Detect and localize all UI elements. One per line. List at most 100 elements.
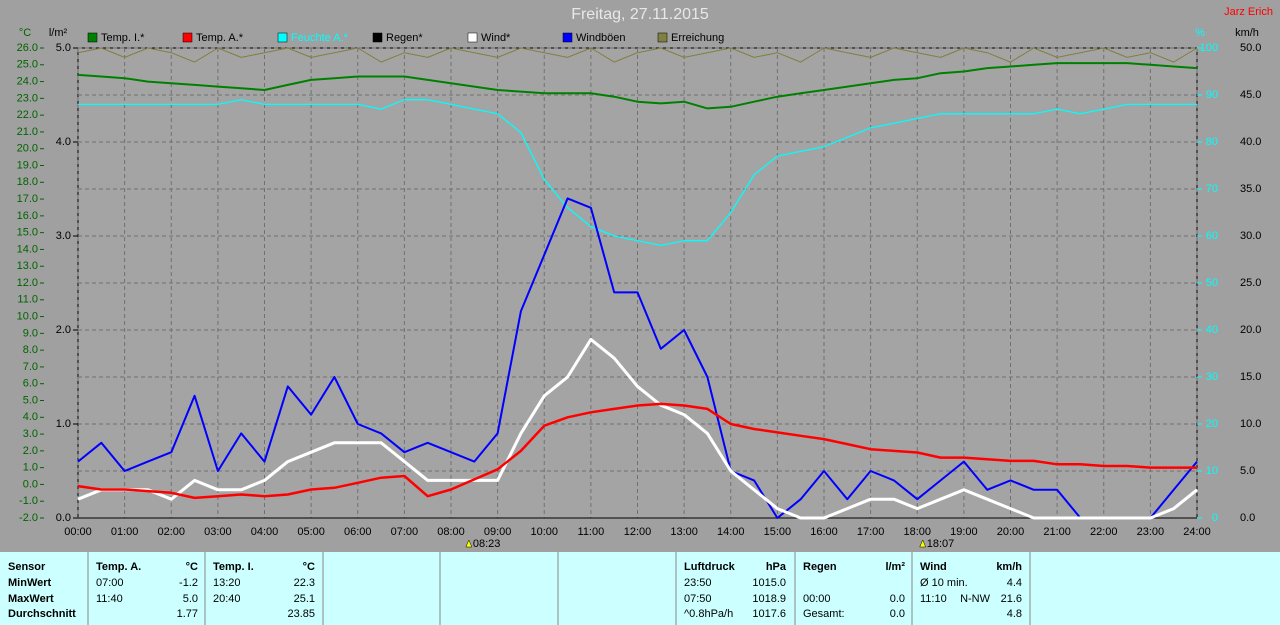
y3-tick-label: 40.0 xyxy=(1240,136,1261,148)
series-line xyxy=(77,62,1198,110)
y-tick-label: 22.0 xyxy=(17,109,38,121)
x-tick-label: 09:00 xyxy=(484,526,512,538)
y-tick-label: 7.0 xyxy=(23,361,38,373)
x-tick-label: 14:00 xyxy=(717,526,745,538)
y-tick-label: 21.0 xyxy=(17,126,38,138)
y4-tick-label: 0.0 xyxy=(56,512,71,524)
table-cell: 23:50 xyxy=(684,577,712,589)
legend-label: Erreichung xyxy=(671,32,724,44)
legend-label: Temp. I.* xyxy=(101,32,145,44)
x-tick-label: 13:00 xyxy=(670,526,698,538)
y-tick-label: 11.0 xyxy=(17,294,38,306)
table-cell: 1017.6 xyxy=(752,608,786,620)
table-cell: N-NW xyxy=(960,593,991,605)
y-tick-label: 26.0 xyxy=(17,42,38,54)
y-tick-label: 24.0 xyxy=(17,75,38,87)
table-cell: 00:00 xyxy=(803,593,831,605)
x-tick-label: 06:00 xyxy=(344,526,372,538)
table-cell: 22.3 xyxy=(294,577,315,589)
y-tick-label: 23.0 xyxy=(17,92,38,104)
table-cell: Gesamt: xyxy=(803,608,845,620)
y-tick-label: 17.0 xyxy=(17,193,38,205)
legend-swatch xyxy=(562,32,573,43)
y-tick-label: 3.0 xyxy=(23,428,38,440)
y2-tick-label: 10 xyxy=(1206,465,1218,477)
table-row-label: Durchschnitt xyxy=(8,608,76,620)
table-unit: °C xyxy=(186,561,198,573)
chart-title: Freitag, 27.11.2015 xyxy=(571,6,709,23)
y-tick-label: 19.0 xyxy=(17,159,38,171)
y2-tick-label: 100 xyxy=(1200,42,1218,54)
sun-marker xyxy=(919,539,927,548)
x-tick-label: 10:00 xyxy=(530,526,558,538)
y2-tick-label: 80 xyxy=(1206,136,1218,148)
y-tick-label: 5.0 xyxy=(23,394,38,406)
y-tick-label: 15.0 xyxy=(17,227,38,239)
table-row-label: MaxWert xyxy=(8,593,54,605)
table-row-label: MinWert xyxy=(8,577,52,589)
x-tick-label: 16:00 xyxy=(810,526,838,538)
table-cell: 4.4 xyxy=(1007,577,1022,589)
table-cell: 23.85 xyxy=(287,608,315,620)
unit-label: km/h xyxy=(1235,27,1259,39)
y3-tick-label: 15.0 xyxy=(1240,371,1261,383)
table-cell: 07:50 xyxy=(684,593,712,605)
y3-tick-label: 10.0 xyxy=(1240,418,1261,430)
table-unit: km/h xyxy=(996,561,1022,573)
table-header: Wind xyxy=(920,561,947,573)
x-tick-label: 19:00 xyxy=(950,526,978,538)
sun-label: 08:23 xyxy=(473,538,501,550)
y3-tick-label: 20.0 xyxy=(1240,324,1261,336)
y-tick-label: 12.0 xyxy=(17,277,38,289)
table-cell: Ø 10 min. xyxy=(920,577,968,589)
sun-marker xyxy=(465,539,473,548)
sun-label: 18:07 xyxy=(927,538,955,550)
legend-label: Temp. A.* xyxy=(196,32,244,44)
y3-tick-label: 45.0 xyxy=(1240,89,1261,101)
x-tick-label: 11:00 xyxy=(578,526,605,538)
x-tick-label: 03:00 xyxy=(204,526,232,538)
x-tick-label: 23:00 xyxy=(1137,526,1165,538)
x-tick-label: 08:00 xyxy=(437,526,465,538)
unit-label: l/m² xyxy=(49,27,68,39)
y-tick-label: 0.0 xyxy=(23,478,38,490)
x-tick-label: 05:00 xyxy=(297,526,325,538)
x-tick-label: 18:00 xyxy=(903,526,931,538)
y3-tick-label: 5.0 xyxy=(1240,465,1255,477)
x-tick-label: 17:00 xyxy=(857,526,885,538)
table-unit: hPa xyxy=(766,561,787,573)
table-cell: 07:00 xyxy=(96,577,124,589)
table-cell: 1.77 xyxy=(177,608,198,620)
legend-swatch xyxy=(182,32,193,43)
x-tick-label: 20:00 xyxy=(997,526,1025,538)
table-cell: 13:20 xyxy=(213,577,241,589)
y3-tick-label: 0.0 xyxy=(1240,512,1255,524)
table-cell: 21.6 xyxy=(1001,593,1022,605)
series-line xyxy=(77,47,1198,63)
table-background xyxy=(0,552,1280,625)
table-header: Regen xyxy=(803,561,837,573)
series-line xyxy=(77,337,1198,520)
legend-swatch xyxy=(467,32,478,43)
y-tick-label: 8.0 xyxy=(23,344,38,356)
table-cell: 5.0 xyxy=(183,593,198,605)
unit-label: °C xyxy=(19,27,31,39)
y3-tick-label: 50.0 xyxy=(1240,42,1261,54)
table-cell: 11:40 xyxy=(96,593,123,605)
y4-tick-label: 3.0 xyxy=(56,230,71,242)
table-cell: 1015.0 xyxy=(752,577,786,589)
x-tick-label: 21:00 xyxy=(1043,526,1071,538)
x-tick-label: 04:00 xyxy=(251,526,279,538)
x-tick-label: 00:00 xyxy=(64,526,92,538)
table-cell: ^0.8hPa/h xyxy=(684,608,733,620)
x-tick-label: 22:00 xyxy=(1090,526,1118,538)
y-tick-label: 25.0 xyxy=(17,59,38,71)
legend-label: Windböen xyxy=(576,32,626,44)
x-tick-label: 02:00 xyxy=(157,526,185,538)
y3-tick-label: 25.0 xyxy=(1240,277,1261,289)
y3-tick-label: 35.0 xyxy=(1240,183,1261,195)
table-cell: 0.0 xyxy=(890,593,905,605)
legend-swatch xyxy=(372,32,383,43)
table-cell: 11:10 xyxy=(920,593,947,605)
